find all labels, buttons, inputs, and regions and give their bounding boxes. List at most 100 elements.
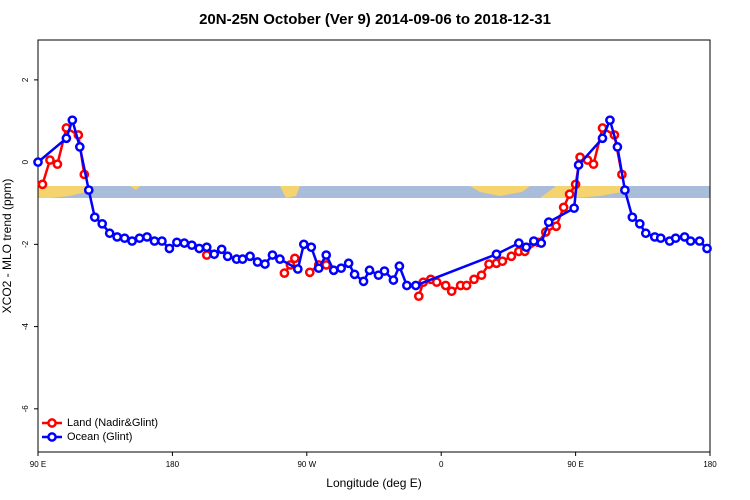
data-point: [469, 274, 479, 285]
data-point: [290, 253, 300, 264]
data-point: [564, 189, 575, 200]
data-point: [237, 254, 248, 265]
data-point: [245, 251, 255, 262]
data-point: [306, 242, 317, 253]
x-tick-label: 90 E: [567, 460, 583, 469]
legend-marker: [47, 418, 57, 428]
data-point: [142, 232, 152, 242]
data-point: [402, 280, 412, 291]
y-tick-label: -2: [21, 240, 30, 248]
data-point: [476, 270, 487, 281]
data-point: [597, 133, 608, 144]
y-tick-label: 2: [21, 77, 30, 82]
data-point: [149, 236, 160, 246]
data-point: [89, 212, 100, 223]
data-point: [379, 266, 390, 276]
data-point: [201, 250, 212, 260]
data-point: [394, 261, 405, 271]
data-point: [536, 238, 547, 248]
data-point: [52, 159, 63, 170]
data-point: [388, 275, 399, 285]
data-point: [216, 244, 227, 255]
data-point: [157, 236, 167, 246]
data-point: [313, 263, 324, 274]
legend-label: Ocean (Glint): [67, 431, 132, 443]
legend-marker: [47, 432, 57, 442]
data-point: [358, 276, 369, 287]
data-point: [164, 243, 175, 254]
data-point: [304, 267, 315, 278]
data-point: [446, 286, 457, 297]
data-point: [573, 160, 584, 170]
y-tick-label: -4: [21, 322, 30, 330]
data-point: [521, 242, 532, 253]
x-tick-label: 180: [703, 460, 717, 469]
data-point: [119, 233, 130, 244]
x-tick-label: 90 W: [297, 460, 316, 469]
plot-frame: [37, 39, 711, 453]
legend-label: Land (Nadir&Glint): [67, 417, 158, 429]
series-line: [37, 115, 708, 287]
data-point: [551, 221, 562, 232]
data-point: [349, 269, 360, 280]
data-point: [461, 280, 472, 291]
data-point: [328, 265, 339, 276]
data-point: [694, 236, 705, 246]
x-tick-label: 0: [439, 460, 444, 469]
data-point: [558, 202, 569, 213]
data-point: [685, 236, 696, 246]
data-point: [702, 243, 712, 254]
data-point: [514, 238, 524, 248]
data-point: [97, 218, 108, 229]
data-point: [252, 257, 263, 267]
data-point: [104, 228, 115, 239]
x-tick-label: 90 E: [30, 460, 46, 469]
data-point: [127, 236, 137, 246]
data-point: [222, 251, 233, 262]
data-point: [279, 268, 290, 278]
data-point: [186, 240, 197, 251]
data-point: [298, 239, 309, 250]
x-tick-label: 180: [166, 460, 180, 469]
y-tick-label: 0: [21, 159, 30, 164]
data-point: [620, 185, 630, 195]
data-point: [267, 250, 278, 260]
y-tick-label: -6: [21, 405, 30, 413]
data-point: [627, 212, 638, 223]
data-point: [588, 159, 599, 170]
data-point: [74, 142, 85, 152]
data-point: [440, 280, 451, 291]
data-point: [33, 157, 43, 167]
data-point: [410, 280, 421, 291]
data-point: [209, 249, 220, 260]
data-point: [83, 185, 94, 195]
data-point: [112, 232, 122, 242]
data-point: [134, 233, 145, 244]
data-point: [634, 218, 645, 229]
data-point: [491, 249, 502, 260]
data-point: [506, 251, 517, 262]
data-point: [655, 233, 666, 244]
data-point: [364, 265, 375, 276]
data-point: [413, 291, 424, 302]
data-point: [640, 228, 651, 239]
map-strip: [38, 186, 710, 198]
data-point: [179, 238, 190, 248]
data-point: [275, 254, 285, 265]
data-point: [37, 179, 48, 190]
chart-title: 20N-25N October (Ver 9) 2014-09-06 to 20…: [199, 11, 551, 28]
data-point: [612, 142, 623, 152]
x-axis-label: Longitude (deg E): [326, 476, 421, 490]
data-point: [201, 242, 212, 253]
data-point: [61, 133, 72, 144]
data-point: [292, 264, 303, 274]
data-point: [528, 236, 539, 246]
data-point: [321, 250, 332, 260]
data-point: [484, 259, 494, 269]
data-point: [172, 237, 182, 248]
data-point: [45, 155, 55, 165]
data-point: [343, 258, 354, 269]
data-point: [497, 256, 508, 267]
data-point: [605, 115, 615, 126]
